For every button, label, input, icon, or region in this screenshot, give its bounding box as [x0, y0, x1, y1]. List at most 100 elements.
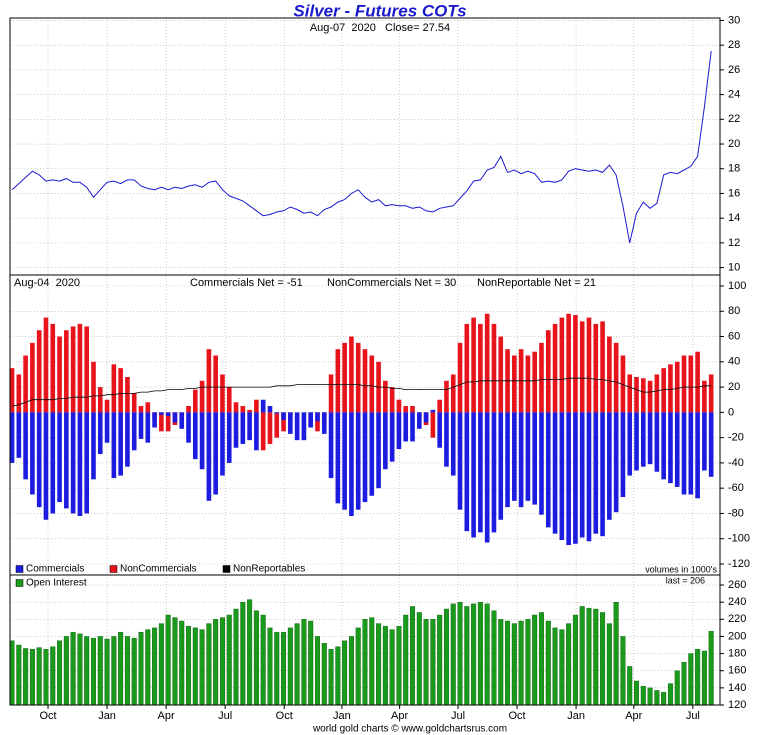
bar — [708, 631, 714, 706]
bar — [274, 631, 280, 706]
bar — [552, 323, 558, 413]
bar — [63, 636, 69, 706]
y-tick-label: 28 — [728, 39, 740, 51]
bar — [674, 670, 680, 706]
bar — [708, 412, 714, 477]
bar — [600, 412, 605, 537]
bar — [389, 412, 395, 462]
y-tick-label: 20 — [728, 381, 740, 393]
bar — [254, 399, 259, 413]
bar — [634, 376, 639, 413]
bar — [301, 412, 307, 441]
bar — [525, 412, 531, 501]
bar — [315, 412, 320, 422]
bar — [220, 412, 225, 476]
bar — [315, 412, 320, 432]
x-tick-label: Jul — [451, 710, 465, 722]
legend-swatch — [109, 565, 118, 573]
bar — [247, 599, 253, 706]
bar — [369, 617, 375, 706]
y-tick-label: 10 — [728, 261, 740, 273]
y-tick-label: 24 — [728, 89, 740, 101]
bar — [321, 412, 327, 434]
nonreportables-line — [11, 377, 712, 407]
bar — [165, 412, 171, 417]
bar — [437, 614, 443, 706]
bar — [606, 623, 612, 706]
x-tick-label: Jul — [686, 710, 700, 722]
bar — [491, 610, 497, 706]
panel-frame — [9, 574, 721, 706]
y-tick-label: -60 — [728, 482, 744, 494]
x-tick-label: Jan — [567, 710, 585, 722]
bar — [9, 368, 15, 413]
bar — [376, 623, 382, 706]
bar — [165, 412, 171, 432]
bar — [321, 643, 327, 706]
bar — [159, 412, 164, 432]
bar — [328, 649, 334, 706]
bar — [389, 387, 395, 413]
bar — [213, 412, 218, 495]
bar — [620, 636, 626, 706]
bar — [70, 631, 76, 706]
bar — [172, 617, 178, 706]
bar — [23, 648, 29, 706]
bar — [688, 412, 694, 495]
bar — [152, 627, 158, 706]
bar — [64, 330, 69, 413]
bar — [668, 364, 673, 413]
bar — [681, 412, 687, 495]
bar — [627, 412, 633, 476]
bar — [403, 406, 409, 413]
bar — [430, 412, 436, 438]
bar — [573, 315, 578, 413]
bar — [158, 623, 164, 706]
y-tick-label: 60 — [728, 330, 740, 342]
legend-swatch — [222, 565, 231, 573]
bar — [518, 412, 524, 508]
bar — [498, 412, 504, 520]
bar — [491, 412, 497, 533]
x-tick-label: Apr — [625, 710, 642, 722]
bar — [701, 650, 707, 706]
bar — [613, 342, 619, 413]
bar — [104, 412, 110, 443]
bar — [538, 612, 544, 706]
bar — [376, 412, 381, 489]
bar — [396, 399, 402, 413]
bar — [172, 412, 178, 423]
bar — [165, 614, 171, 706]
bar — [668, 412, 673, 484]
x-tick-label: Apr — [391, 710, 408, 722]
bar — [640, 685, 646, 706]
y-tick-label: -120 — [728, 558, 750, 570]
bar — [559, 412, 565, 540]
bar — [505, 620, 511, 706]
bar — [498, 619, 504, 706]
y-tick-label: 220 — [728, 613, 746, 625]
bar — [281, 412, 286, 432]
bar — [484, 412, 490, 543]
bar — [450, 603, 456, 706]
bar — [457, 601, 463, 706]
bar — [362, 619, 368, 706]
bar — [532, 614, 538, 706]
bar — [226, 412, 232, 463]
bar — [342, 640, 348, 706]
y-tick-label: 30 — [728, 14, 740, 26]
bar — [403, 412, 409, 442]
net-nonreportable: NonReportable Net = 21 — [477, 277, 596, 289]
bar — [579, 321, 585, 413]
bar — [423, 412, 429, 423]
bar — [118, 368, 123, 413]
bar — [681, 355, 687, 413]
bar — [498, 336, 504, 413]
bar — [70, 326, 76, 413]
bar — [593, 608, 599, 706]
bar — [484, 603, 490, 706]
bar — [91, 412, 96, 480]
bar — [57, 640, 63, 706]
legend-label: Commercials — [26, 564, 84, 575]
bar — [186, 625, 192, 706]
